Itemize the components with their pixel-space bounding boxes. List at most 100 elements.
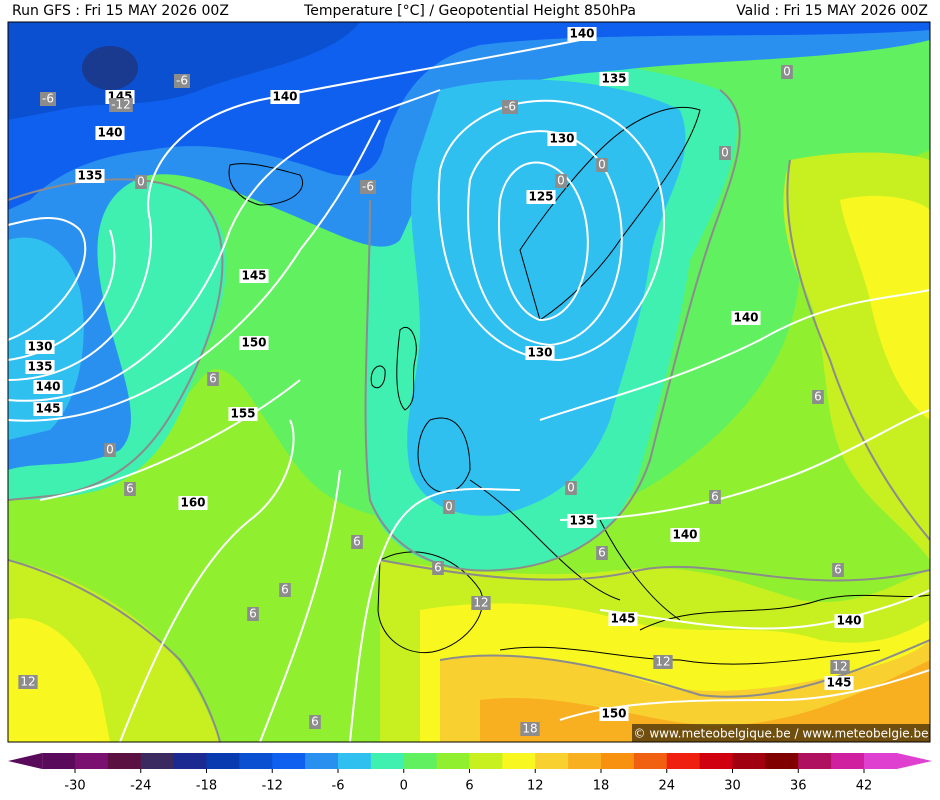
height-label-box — [95, 126, 125, 140]
temperature-label-box — [124, 482, 136, 496]
temperature-label-box — [443, 500, 455, 514]
temperature-label-box — [832, 563, 844, 577]
temperature-label-group: -6 — [502, 100, 518, 114]
temperature-label-group: 12 — [18, 675, 38, 689]
temperature-label-box — [565, 481, 577, 495]
colorbar-swatch — [403, 753, 438, 769]
temperature-label-box — [279, 583, 291, 597]
temperature-label-group: 6 — [247, 607, 259, 621]
colorbar-swatch — [107, 753, 142, 769]
temperature-label: -6 — [362, 180, 374, 194]
colorbar-swatch — [666, 753, 701, 769]
height-label-box — [75, 169, 105, 183]
colorbar-tick-label: 0 — [400, 779, 408, 794]
height-label: 140 — [836, 614, 861, 628]
temperature-label-box — [596, 546, 608, 560]
temperature-label: 0 — [567, 481, 575, 495]
isotherm — [8, 89, 930, 742]
temperature-label-group: 6 — [309, 715, 321, 729]
colorbar-swatch — [568, 753, 602, 769]
height-label-group: 130 — [25, 340, 55, 354]
height-label-group: 150 — [239, 336, 269, 350]
temperature-label: 0 — [445, 500, 453, 514]
colorbar-tick-label: -24 — [130, 779, 151, 794]
temperature-label-group: 0 — [104, 443, 116, 457]
temperature-label-group: 0 — [135, 175, 147, 189]
field-cool — [8, 79, 686, 516]
height-label: 140 — [97, 126, 122, 140]
colorbar-end-low — [8, 753, 43, 769]
temperature-label-box — [432, 561, 444, 575]
temperature-label: 6 — [834, 563, 842, 577]
temperature-label: 12 — [655, 655, 670, 669]
height-label-box — [178, 496, 208, 510]
temperature-label-group: 6 — [351, 535, 363, 549]
height-label-group: 130 — [547, 132, 577, 146]
temperature-label-group: 6 — [207, 372, 219, 386]
temperature-label: 6 — [598, 546, 606, 560]
temperature-label-box — [719, 146, 731, 160]
temperature-label-box — [520, 722, 540, 736]
temperature-label-group: 6 — [124, 482, 136, 496]
height-label: 145 — [826, 676, 851, 690]
temperature-label-box — [812, 390, 824, 404]
height-label-group: 125 — [526, 190, 556, 204]
temperature-label-group: 6 — [596, 546, 608, 560]
colorbar-tick-label: 36 — [790, 779, 807, 794]
map-area — [8, 22, 930, 742]
height-label-box — [599, 707, 629, 721]
colorbar-tick-label: 42 — [856, 779, 873, 794]
temperature-label-group: 12 — [653, 655, 673, 669]
field-warmer — [8, 152, 930, 742]
height-label-group: 140 — [731, 311, 761, 325]
colorbar-tick-label: -12 — [262, 779, 283, 794]
colorbar-swatch — [798, 753, 832, 769]
colorbar-swatch — [765, 753, 799, 769]
field-very-cold — [8, 22, 360, 120]
height-label: 135 — [77, 169, 102, 183]
temperature-label-box — [360, 180, 376, 194]
height-label-box — [547, 132, 577, 146]
temperature-label-group: 0 — [719, 146, 731, 160]
colorbar-tick-label: 12 — [527, 779, 544, 794]
temperature-label: 12 — [832, 660, 847, 674]
height-label-group: 135 — [599, 72, 629, 86]
height-label-box — [33, 402, 63, 416]
field-hottest — [480, 660, 930, 742]
temperature-label-box — [830, 660, 850, 674]
height-label: 145 — [35, 402, 60, 416]
colorbar-tick-label: 30 — [724, 779, 741, 794]
colorbar-swatch — [206, 753, 240, 769]
temperature-label-group: 0 — [596, 158, 608, 172]
colorbar-swatch — [42, 753, 76, 769]
temperature-label-group: 6 — [812, 390, 824, 404]
credit: © www.meteobelgique.be / www.meteobelgie… — [634, 727, 929, 741]
temperature-label-group: 0 — [781, 65, 793, 79]
temperature-label-box — [781, 65, 793, 79]
height-label: 140 — [569, 27, 594, 41]
temperature-label-box — [309, 715, 321, 729]
temperature-label-group: 0 — [555, 174, 567, 188]
field-core — [82, 46, 138, 90]
height-label: 135 — [27, 360, 52, 374]
temperature-label-group: -6 — [360, 180, 376, 194]
temperature-label-group: 6 — [709, 490, 721, 504]
height-label-group: 145 — [824, 676, 854, 690]
height-label-box — [567, 514, 597, 528]
colorbar-swatch — [140, 753, 175, 769]
height-label-group: 145 — [33, 402, 63, 416]
height-label-group: 140 — [670, 528, 700, 542]
height-label-group: 140 — [834, 614, 864, 628]
height-label-box — [33, 380, 63, 394]
temperature-label: -6 — [504, 100, 516, 114]
temperature-label: 0 — [598, 158, 606, 172]
temperature-label-group: 12 — [830, 660, 850, 674]
temperature-label: 6 — [434, 561, 442, 575]
height-label: 155 — [230, 407, 255, 421]
height-label-group: 135 — [75, 169, 105, 183]
height-label-box — [731, 311, 761, 325]
height-label-box — [670, 528, 700, 542]
colorbar-swatch — [305, 753, 339, 769]
temperature-label: 6 — [814, 390, 822, 404]
